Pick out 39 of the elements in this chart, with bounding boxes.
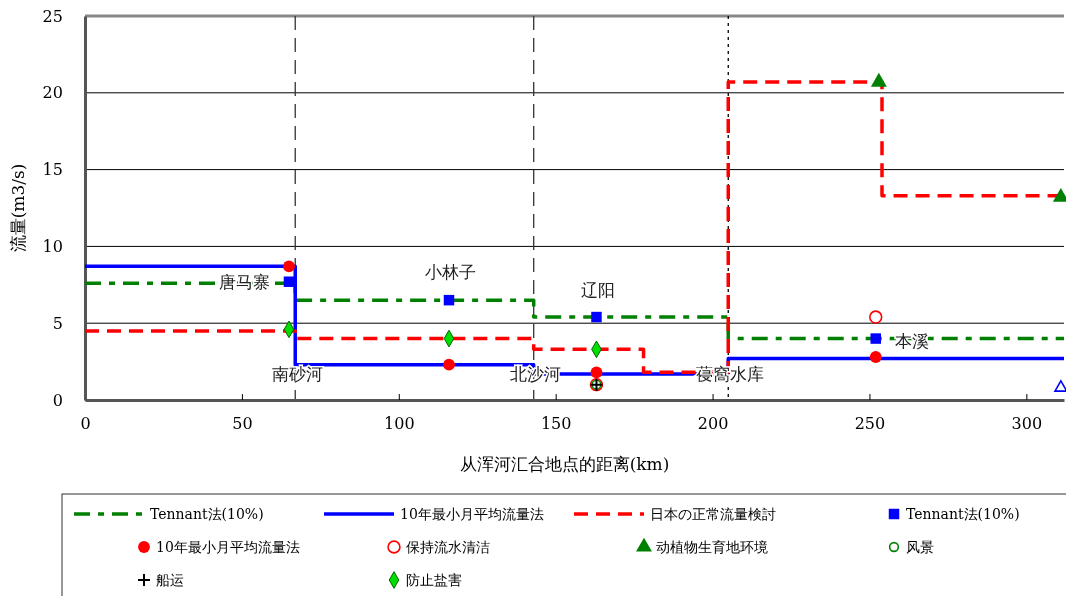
legend-label: 保持流水清洁 [406, 539, 490, 555]
x-axis-title: 从浑河汇合地点的距离(km) [459, 454, 670, 474]
x-tick-label: 50 [232, 413, 253, 433]
y-tick-label: 20 [42, 83, 63, 103]
legend-label: 动植物生育地环境 [656, 539, 768, 555]
legend-label: 10年最小月平均流量法 [156, 539, 300, 555]
y-tick-label: 0 [52, 390, 63, 410]
point [590, 366, 603, 379]
legend-label: 风景 [906, 539, 934, 555]
x-tick-label: 300 [1011, 413, 1043, 433]
point [1052, 188, 1066, 202]
point [870, 333, 881, 344]
point [283, 276, 295, 287]
x-tick-label: 0 [80, 413, 91, 433]
legend-label: 船运 [156, 572, 184, 588]
point [443, 358, 455, 371]
y-tick-label: 25 [42, 6, 63, 26]
y-tick-label: 15 [42, 160, 63, 180]
y-tick-label: 10 [42, 237, 63, 257]
point [283, 260, 295, 273]
x-tick-label: 100 [384, 413, 415, 433]
y-tick-label: 5 [52, 313, 63, 333]
annotation: 葠窩水库 [696, 364, 764, 384]
point [869, 351, 882, 363]
legend-label: 10年最小月平均流量法 [400, 506, 544, 522]
x-tick-label: 200 [697, 413, 729, 433]
legend-label: 日本の正常流量検討 [650, 506, 776, 522]
legend-label: 防止盐害 [406, 572, 462, 588]
annotation: 辽阳 [581, 280, 615, 300]
annotation: 小林子 [424, 262, 476, 282]
legend-label: Tennant法(10%) [906, 506, 1020, 522]
point [443, 294, 455, 306]
point [591, 311, 602, 323]
point [870, 72, 887, 87]
y-axis-title: 流量(m3/s) [8, 163, 28, 253]
legend-label: Tennant法(10%) [150, 506, 264, 522]
x-tick-label: 150 [540, 413, 572, 433]
x-tick-label: 250 [854, 413, 886, 433]
annotation: 本溪 [895, 331, 929, 351]
